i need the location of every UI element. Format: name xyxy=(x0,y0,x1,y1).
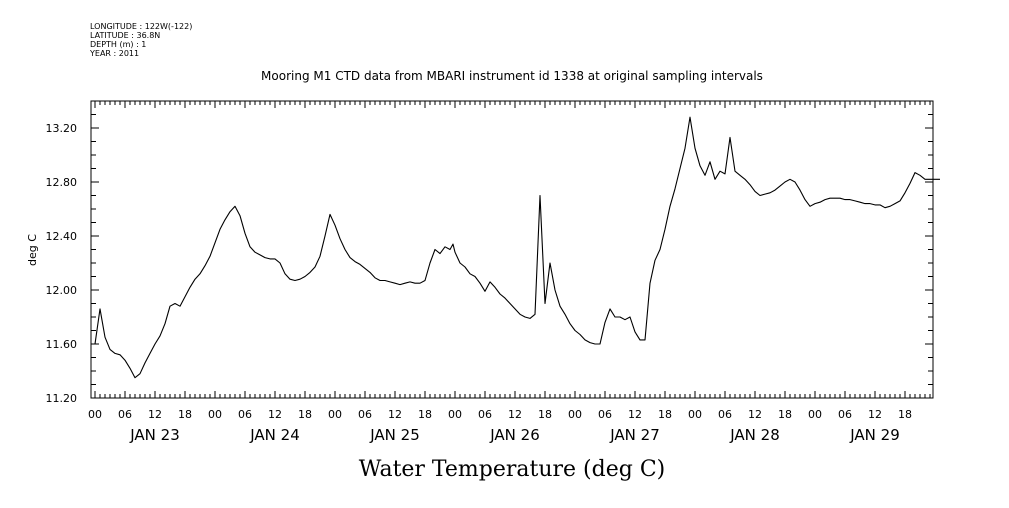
day-label: JAN 24 xyxy=(249,426,300,444)
x-tick-label: 12 xyxy=(868,408,882,421)
x-tick-label: 18 xyxy=(538,408,552,421)
x-tick-label: 12 xyxy=(268,408,282,421)
x-axis-label: Water Temperature (deg C) xyxy=(359,457,666,482)
y-tick-label: 12.40 xyxy=(46,230,78,243)
x-tick-label: 06 xyxy=(238,408,252,421)
x-tick-label: 06 xyxy=(838,408,852,421)
chart-title: Mooring M1 CTD data from MBARI instrumen… xyxy=(261,69,763,83)
latitude-text: LATITUDE : 36.8N xyxy=(90,31,160,40)
y-tick-label: 11.20 xyxy=(46,392,78,405)
x-tick-label: 12 xyxy=(388,408,402,421)
plot-frame xyxy=(90,100,934,399)
x-tick-label: 06 xyxy=(718,408,732,421)
y-axis-label: deg C xyxy=(26,234,39,266)
series-layer xyxy=(94,116,940,379)
x-tick-label: 00 xyxy=(88,408,102,421)
x-tick-label: 06 xyxy=(478,408,492,421)
temperature-series-line xyxy=(94,116,940,379)
longitude-text: LONGITUDE : 122W(-122) xyxy=(90,22,192,31)
day-label: JAN 26 xyxy=(489,426,540,444)
x-tick-label: 12 xyxy=(748,408,762,421)
x-tick-label: 06 xyxy=(358,408,372,421)
x-tick-label: 12 xyxy=(148,408,162,421)
labels-layer: 11.20 11.60 12.00 12.40 12.80 13.20 00 06 12 18 00… xyxy=(46,122,913,444)
y-tick-label: 12.00 xyxy=(46,284,78,297)
x-tick-label: 18 xyxy=(298,408,312,421)
day-label: JAN 23 xyxy=(129,426,180,444)
year-text: YEAR : 2011 xyxy=(89,49,139,58)
day-label: JAN 27 xyxy=(609,426,660,444)
depth-text: DEPTH (m) : 1 xyxy=(90,40,146,49)
x-tick-label: 06 xyxy=(598,408,612,421)
x-tick-label: 00 xyxy=(328,408,342,421)
x-tick-label: 18 xyxy=(658,408,672,421)
x-tick-label: 06 xyxy=(118,408,132,421)
x-tick-label: 00 xyxy=(688,408,702,421)
y-tick-label: 11.60 xyxy=(46,338,78,351)
x-tick-label: 18 xyxy=(178,408,192,421)
x-tick-label: 12 xyxy=(508,408,522,421)
x-tick-label: 00 xyxy=(208,408,222,421)
x-tick-label: 00 xyxy=(568,408,582,421)
x-tick-label: 00 xyxy=(448,408,462,421)
y-tick-label: 13.20 xyxy=(46,122,78,135)
day-label: JAN 25 xyxy=(369,426,420,444)
y-tick-label: 12.80 xyxy=(46,176,78,189)
day-label: JAN 28 xyxy=(729,426,780,444)
x-tick-label: 18 xyxy=(418,408,432,421)
day-label: JAN 29 xyxy=(849,426,900,444)
x-tick-label: 18 xyxy=(778,408,792,421)
ticks-layer xyxy=(91,100,933,399)
x-tick-label: 12 xyxy=(628,408,642,421)
x-tick-label: 00 xyxy=(808,408,822,421)
x-tick-label: 18 xyxy=(898,408,912,421)
